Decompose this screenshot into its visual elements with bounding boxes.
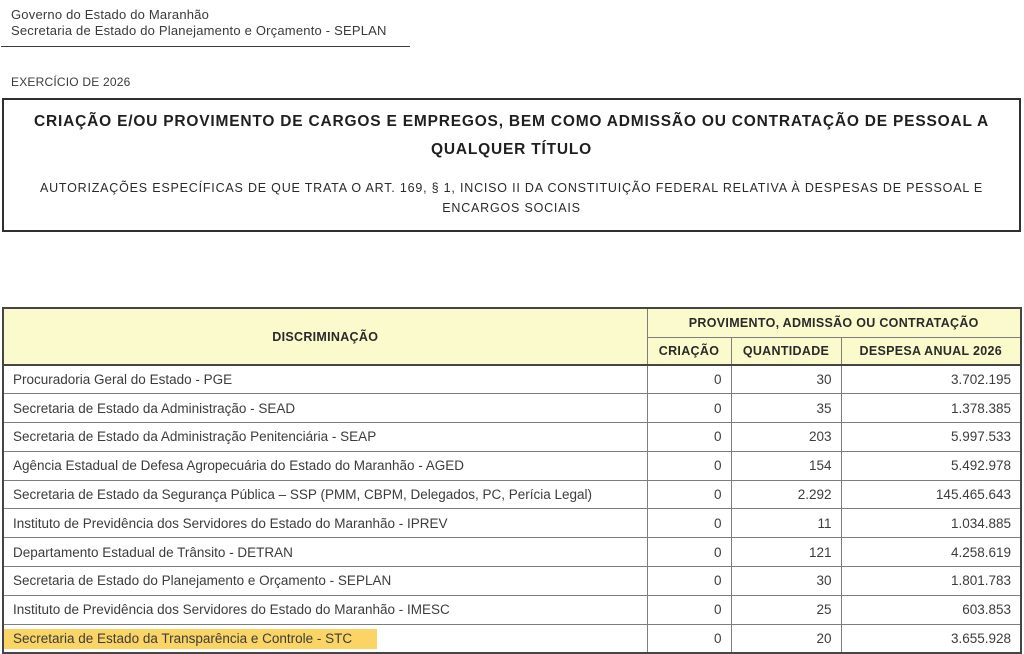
row-quantidade-value: 30 <box>730 364 842 395</box>
column-header-criacao: CRIAÇÃO <box>646 336 732 366</box>
row-criacao-value: 0 <box>646 479 732 510</box>
row-quantidade-value: 2.292 <box>730 479 842 510</box>
row-name: Instituto de Previdência dos Servidores … <box>2 594 648 625</box>
row-quantidade-value: 203 <box>730 422 842 452</box>
document-title-box: CRIAÇÃO E/OU PROVIMENTO DE CARGOS E EMPR… <box>2 98 1021 232</box>
row-name: Secretaria de Estado da Administração Pe… <box>2 422 648 452</box>
row-despesa-value: 1.378.385 <box>840 393 1022 424</box>
table-row: Agência Estadual de Defesa Agropecuária … <box>2 450 1022 481</box>
org-line-1: Governo do Estado do Maranhão <box>11 7 210 22</box>
row-despesa-value: 4.258.619 <box>840 537 1022 568</box>
table-row: Procuradoria Geral do Estado - PGE 0 30 … <box>2 364 1022 395</box>
row-name: Secretaria de Estado da Administração - … <box>2 393 648 424</box>
table-row: Instituto de Previdência dos Servidores … <box>2 594 1022 625</box>
table-row: Instituto de Previdência dos Servidores … <box>2 508 1022 539</box>
row-name: Agência Estadual de Defesa Agropecuária … <box>2 450 648 481</box>
row-criacao-value: 0 <box>646 364 732 395</box>
document-org-header: Governo do Estado do Maranhão Secretaria… <box>11 7 387 38</box>
row-criacao-value: 0 <box>646 537 732 568</box>
row-criacao-value: 0 <box>646 393 732 424</box>
subtitle-line-1: AUTORIZAÇÕES ESPECÍFICAS DE QUE TRATA O … <box>39 181 984 195</box>
authorization-table: DISCRIMINAÇÃO PROVIMENTO, ADMISSÃO OU CO… <box>2 307 1022 654</box>
row-criacao-value: 0 <box>646 623 732 654</box>
row-despesa-value: 3.702.195 <box>840 364 1022 395</box>
row-criacao-value: 0 <box>646 450 732 481</box>
table-row: Secretaria de Estado do Planejamento e O… <box>2 566 1022 596</box>
row-despesa-value: 5.997.533 <box>840 422 1022 452</box>
subtitle-block: AUTORIZAÇÕES ESPECÍFICAS DE QUE TRATA O … <box>10 178 1013 218</box>
row-criacao-value: 0 <box>646 594 732 625</box>
table-header: DISCRIMINAÇÃO PROVIMENTO, ADMISSÃO OU CO… <box>2 307 1022 366</box>
row-despesa-value: 1.801.783 <box>840 566 1022 596</box>
row-name: Departamento Estadual de Trânsito - DETR… <box>2 537 648 568</box>
header-divider-line <box>1 46 410 47</box>
row-quantidade-value: 121 <box>730 537 842 568</box>
table-row: Secretaria de Estado da Administração Pe… <box>2 422 1022 452</box>
row-despesa-value: 3.655.928 <box>840 623 1022 654</box>
row-name: Secretaria de Estado da Segurança Públic… <box>2 479 648 510</box>
exercise-year-label: EXERCÍCIO DE 2026 <box>11 75 131 89</box>
row-despesa-value: 1.034.885 <box>840 508 1022 539</box>
row-quantidade-value: 20 <box>730 623 842 654</box>
table-row: Secretaria de Estado da Administração - … <box>2 393 1022 424</box>
table-row: Secretaria de Estado da Segurança Públic… <box>2 479 1022 510</box>
subtitle-line-2: ENCARGOS SOCIAIS <box>442 201 581 215</box>
row-despesa-value: 5.492.978 <box>840 450 1022 481</box>
column-header-discriminacao: DISCRIMINAÇÃO <box>2 307 648 366</box>
table-row: Departamento Estadual de Trânsito - DETR… <box>2 537 1022 568</box>
row-quantidade-value: 25 <box>730 594 842 625</box>
row-despesa-value: 603.853 <box>840 594 1022 625</box>
row-name: Secretaria de Estado da Transparência e … <box>2 623 648 654</box>
org-line-2: Secretaria de Estado do Planejamento e O… <box>11 22 387 38</box>
row-name: Instituto de Previdência dos Servidores … <box>2 508 648 539</box>
row-despesa-value: 145.465.643 <box>840 479 1022 510</box>
column-group-header-provimento: PROVIMENTO, ADMISSÃO OU CONTRATAÇÃO <box>646 307 1022 338</box>
row-name: Secretaria de Estado do Planejamento e O… <box>2 566 648 596</box>
row-criacao-value: 0 <box>646 422 732 452</box>
row-quantidade-value: 30 <box>730 566 842 596</box>
row-name: Procuradoria Geral do Estado - PGE <box>2 364 648 395</box>
highlighted-text: Secretaria de Estado da Transparência e … <box>4 628 378 649</box>
title-line-1: CRIAÇÃO E/OU PROVIMENTO DE CARGOS E EMPR… <box>34 113 989 130</box>
row-quantidade-value: 35 <box>730 393 842 424</box>
row-quantidade-value: 154 <box>730 450 842 481</box>
row-criacao-value: 0 <box>646 566 732 596</box>
column-header-quantidade: QUANTIDADE <box>730 336 842 366</box>
table-row-highlighted: Secretaria de Estado da Transparência e … <box>2 623 1022 654</box>
row-quantidade-value: 11 <box>730 508 842 539</box>
title-line-2: QUALQUER TÍTULO <box>431 141 592 158</box>
column-header-despesa-anual: DESPESA ANUAL 2026 <box>840 336 1022 366</box>
row-criacao-value: 0 <box>646 508 732 539</box>
